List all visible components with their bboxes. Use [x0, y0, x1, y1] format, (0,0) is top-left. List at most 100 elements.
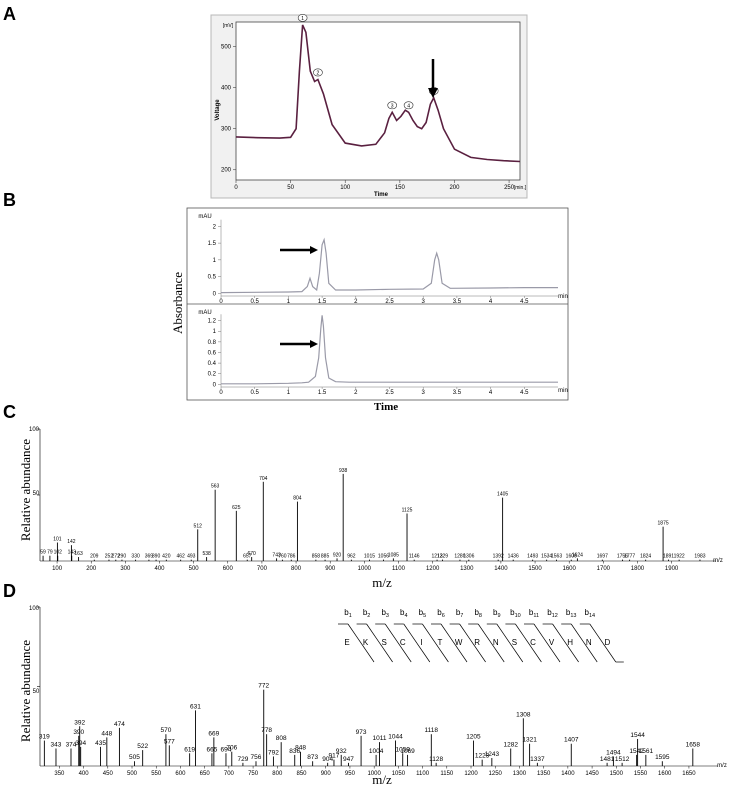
panel-c-peak-label: 102: [54, 550, 63, 556]
panel-a-plot-area: [235, 21, 521, 181]
fragment-cleavage-line: [477, 623, 505, 663]
panel-b-top-xtick-label: 2: [354, 299, 358, 305]
panel-c-peak-label: 1563: [551, 554, 562, 560]
panel-d-xtick-label: 950: [345, 771, 356, 777]
panel-c-peak-label: 1697: [597, 554, 608, 560]
panel-d-peak-label: 706: [226, 745, 237, 752]
panel-b-top-ytick-label: 2: [213, 224, 217, 230]
panel-b-bottom-xtick-label: 4.5: [520, 390, 529, 396]
panel-c-peak-label: 1922: [674, 554, 685, 560]
panel-b-xlabel: Time: [374, 401, 398, 413]
panel-d-peak-label: 1658: [686, 742, 701, 749]
panel-c-peak-label: 1983: [694, 554, 705, 560]
panel-d-peak-label: 1512: [615, 756, 630, 763]
panel-c-peak-label: 938: [339, 468, 348, 474]
panel-d-peak-label: 319: [39, 734, 50, 741]
panel-d-peak-label: 947: [343, 756, 354, 763]
panel-c-ytick-50: 50: [33, 491, 40, 497]
panel-c-xlabel: m/z: [372, 575, 392, 590]
panel-c-peak-label: 1777: [624, 554, 635, 560]
sequence-residue: S: [512, 638, 517, 647]
fragment-sequence-diagram: b1 b2 b3 b4 b5 b6 b7 b8 b9 b10 b11 b12 b13 b14 E K S C I T W…: [338, 608, 624, 663]
panel-c-peak-label: 1229: [437, 554, 448, 560]
panel-c-xtick-label: 1100: [392, 566, 406, 572]
panel-d-xtick-label: 600: [175, 771, 186, 777]
panel-d-peak-label: 1004: [369, 748, 384, 755]
panel-a-ytick-label: 400: [221, 86, 232, 92]
b-ion-label: b11: [529, 608, 539, 619]
panel-a-peak-label: 1: [301, 16, 304, 22]
panel-a-peak-label: 2: [317, 70, 320, 76]
panel-d-peak-label: 1205: [466, 734, 481, 741]
panel-c-peak-label: 1405: [497, 492, 508, 498]
panel-d-peak-label: 1118: [425, 727, 439, 734]
panel-a-x-unit: [min.]: [514, 185, 527, 191]
panel-d-peak-label: 973: [356, 729, 367, 736]
panel-c-xtick-label: 300: [120, 566, 131, 572]
panel-c-peak-label: 462: [176, 554, 185, 560]
panel-d-peak-label: 836: [289, 748, 300, 755]
panel-c-peak-label: 1056: [378, 554, 389, 560]
panel-c-peak-label: 563: [211, 484, 220, 490]
fragment-cleavage-line: [347, 623, 375, 663]
panel-b-bottom-ytick-label: 0: [213, 382, 217, 388]
panel-b-bottom-xtick-label: 1.5: [318, 390, 327, 396]
sequence-residue: I: [420, 638, 422, 647]
panel-a-ylabel: Voltage: [215, 99, 221, 121]
b-ion-label: b8: [474, 608, 482, 619]
panel-d-peak-label: 390: [73, 729, 84, 736]
panel-d-peak-label: 1128: [429, 756, 443, 763]
panel-a-ytick-label: 500: [221, 45, 232, 51]
panel-c-xtick-label: 800: [291, 566, 302, 572]
panel-d-peak-label: 917: [329, 753, 340, 760]
panel-d-xtick-label: 400: [79, 771, 90, 777]
b-ion-label: b6: [437, 608, 445, 619]
panel-c-peak-label: 786: [287, 554, 296, 560]
panel-b-bottom-xtick-label: 2.5: [385, 390, 394, 396]
panel-d-peak-label: 729: [237, 756, 248, 763]
b-ion-label: b13: [566, 608, 577, 619]
panel-d-peak-label: 1337: [530, 756, 545, 763]
panel-b-top-xtick-label: 3: [422, 299, 426, 305]
panel-d-peak-label: 1044: [388, 734, 403, 741]
panel-c-peak-label: 272: [112, 554, 121, 560]
panel-b-bottom-xtick-label: 0: [219, 390, 223, 396]
fragment-cleavage-line: [440, 623, 468, 663]
fragment-cleavage-line: [366, 623, 393, 663]
panel-d-xtick-label: 700: [224, 771, 235, 777]
panel-a-peak-circle: [403, 101, 414, 110]
panel-c-xtick-label: 1800: [631, 566, 645, 572]
panel-a-peak-label: 4: [407, 103, 410, 109]
panel-b-top-xtick-label: 3.5: [453, 299, 462, 305]
panel-c-peak-label: 1534: [541, 554, 552, 560]
panel-d-peak-label: 1481: [600, 756, 615, 763]
panel-b-ticks: 0 0.5 1 1.5 2 2.5 3 3.5 4 4.5 0 0.5 1 1.5 2 0 0.5 1 1.5 2 2.…: [208, 219, 558, 396]
panel-c-peak-label: 1146: [409, 554, 420, 560]
panel-c-xtick-label: 200: [86, 566, 97, 572]
panel-b-bottom-xtick-label: 3: [422, 390, 426, 396]
fragment-cleavage-line: [459, 623, 486, 663]
panel-a-xtick-label: 150: [395, 185, 406, 191]
panel-d-peak-label: 394: [75, 740, 86, 747]
panel-b-top-xtick-label: 2.5: [385, 299, 394, 305]
sequence-residue: D: [605, 638, 611, 647]
panel-c-xtick-label: 1500: [528, 566, 542, 572]
panel-b-bottom-arrow: [280, 340, 318, 348]
b-ion-label: b14: [585, 608, 596, 619]
panel-c-peak-label: 1624: [572, 552, 583, 558]
sequence-residue: K: [363, 638, 369, 647]
panel-d-xtick-label: 1300: [513, 771, 527, 777]
panel-d-xtick-label: 1000: [367, 771, 381, 777]
panel-c-peak-label: 1306: [463, 554, 474, 560]
panel-d-ylabel: Relative abundance: [18, 640, 33, 742]
panel-c-peak-label: 885: [321, 554, 330, 560]
panel-c-peak-label: 858: [312, 554, 321, 560]
panel-c-xtick-label: 100: [52, 566, 63, 572]
panel-b-top-xtick-label: 1.5: [318, 299, 327, 305]
panel-a-ytick-label: 200: [221, 168, 232, 174]
panel-b-bottom-ytick-label: 0.8: [208, 340, 217, 346]
panel-c-xtick-label: 1200: [426, 566, 440, 572]
sequence-residue: T: [438, 638, 443, 647]
panel-d-peak-label: 778: [261, 727, 272, 734]
